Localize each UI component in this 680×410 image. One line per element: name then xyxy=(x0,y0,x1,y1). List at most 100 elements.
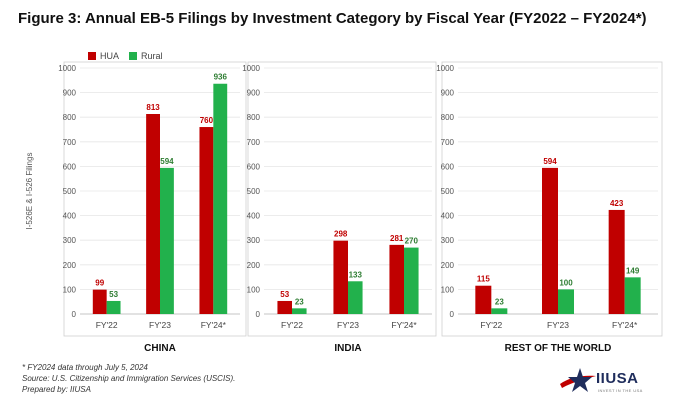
data-label-china-hua-fy-23: 813 xyxy=(146,103,160,112)
y-tick-label-rest-of-the-world-300: 300 xyxy=(441,236,455,245)
data-label-china-rural-fy-22: 53 xyxy=(109,290,118,299)
y-tick-label-china-100: 100 xyxy=(63,285,77,294)
data-label-china-hua-fy-22: 99 xyxy=(95,279,104,288)
y-tick-label-india-0: 0 xyxy=(256,310,261,319)
chart-title: Figure 3: Annual EB-5 Filings by Investm… xyxy=(18,10,647,27)
x-tick-label-china-fy-23: FY'23 xyxy=(149,320,171,330)
panel-title-china: CHINA xyxy=(144,343,176,354)
logo-star-icon xyxy=(560,368,596,392)
logo-name: IIUSA xyxy=(596,370,639,387)
data-label-rest-of-the-world-rural-fy-24: 149 xyxy=(626,266,640,275)
y-tick-label-rest-of-the-world-900: 900 xyxy=(441,89,455,98)
iiusa-logo: IIUSA INVEST IN THE USA xyxy=(558,364,668,400)
panel-india: 0 100 200 300 400 500 600 700 800 900 1000 53 23 FY'2… xyxy=(242,60,438,356)
y-tick-label-rest-of-the-world-0: 0 xyxy=(450,310,455,319)
legend: HUA Rural xyxy=(88,51,163,61)
footnote-source: Source: U.S. Citizenship and Immigration… xyxy=(22,374,236,383)
y-tick-label-india-600: 600 xyxy=(247,162,261,171)
y-tick-label-india-100: 100 xyxy=(247,285,261,294)
y-tick-label-india-700: 700 xyxy=(247,138,261,147)
panel-rest-of-world: 0 100 200 300 400 500 600 700 800 900 1000 115 23 FY'… xyxy=(436,60,664,356)
bar-rest-of-the-world-rural-fy-23 xyxy=(558,289,574,314)
data-label-rest-of-the-world-rural-fy-22: 23 xyxy=(495,297,504,306)
bar-india-rural-fy-23 xyxy=(348,281,363,314)
data-label-rest-of-the-world-hua-fy-23: 594 xyxy=(543,157,557,166)
bar-china-rural-fy-24 xyxy=(213,83,228,314)
y-tick-label-china-200: 200 xyxy=(63,261,77,270)
y-tick-label-rest-of-the-world-500: 500 xyxy=(441,187,455,196)
y-tick-label-china-900: 900 xyxy=(63,89,77,98)
x-tick-label-rest-of-the-world-fy-23: FY'23 xyxy=(547,320,569,330)
y-tick-label-china-1000: 1000 xyxy=(58,64,76,73)
footnote-prepared: Prepared by: IIUSA xyxy=(22,385,91,394)
y-tick-label-rest-of-the-world-100: 100 xyxy=(441,285,455,294)
y-tick-label-china-700: 700 xyxy=(63,138,77,147)
y-tick-label-rest-of-the-world-400: 400 xyxy=(441,212,455,221)
data-label-india-rural-fy-23: 133 xyxy=(349,270,363,279)
bar-rest-of-the-world-hua-fy-24 xyxy=(608,209,625,314)
x-tick-label-china-fy-24: FY'24* xyxy=(201,320,227,330)
y-tick-label-china-800: 800 xyxy=(63,113,77,122)
data-label-china-rural-fy-23: 594 xyxy=(160,157,174,166)
chart-rest-of-world: 0 100 200 300 400 500 600 700 800 900 1000 115 23 FY'… xyxy=(436,61,663,354)
x-tick-label-india-fy-24: FY'24* xyxy=(391,320,417,330)
data-label-india-hua-fy-22: 53 xyxy=(280,290,289,299)
data-label-india-hua-fy-24: 281 xyxy=(390,234,404,243)
chart-india: 0 100 200 300 400 500 600 700 800 900 1000 53 23 FY'2… xyxy=(242,61,437,354)
data-label-india-rural-fy-24: 270 xyxy=(405,237,419,246)
bar-india-hua-fy-24 xyxy=(389,244,404,314)
panel-title-india: INDIA xyxy=(334,343,361,354)
bar-china-hua-fy-23 xyxy=(146,114,160,314)
data-label-china-hua-fy-24: 760 xyxy=(200,116,214,125)
y-axis-label-china: I-526E & I-526 Filings xyxy=(25,153,34,230)
bar-china-rural-fy-23 xyxy=(160,167,174,314)
legend-swatch-hua xyxy=(88,52,96,60)
y-tick-label-india-500: 500 xyxy=(247,187,261,196)
y-tick-label-china-0: 0 xyxy=(72,310,77,319)
y-tick-label-india-1000: 1000 xyxy=(242,64,260,73)
legend-label-rural: Rural xyxy=(141,51,163,61)
x-tick-label-india-fy-22: FY'22 xyxy=(281,320,303,330)
bar-india-rural-fy-22 xyxy=(292,308,307,314)
bar-rest-of-the-world-rural-fy-24 xyxy=(624,277,641,314)
y-tick-label-rest-of-the-world-600: 600 xyxy=(441,162,455,171)
y-tick-label-china-400: 400 xyxy=(63,212,77,221)
y-tick-label-china-500: 500 xyxy=(63,187,77,196)
panel-title-rest-of-the-world: REST OF THE WORLD xyxy=(505,343,612,354)
y-tick-label-china-300: 300 xyxy=(63,236,77,245)
bar-china-hua-fy-22 xyxy=(92,289,107,314)
legend-item-hua: HUA xyxy=(88,51,119,61)
y-tick-label-india-200: 200 xyxy=(247,261,261,270)
data-label-china-rural-fy-24: 936 xyxy=(214,73,228,82)
y-tick-label-rest-of-the-world-700: 700 xyxy=(441,138,455,147)
chart-china: 0 100 200 300 400 500 600 700 800 900 1000 I-526E &… xyxy=(25,61,247,354)
legend-swatch-rural xyxy=(129,52,138,60)
y-tick-label-india-800: 800 xyxy=(247,113,261,122)
y-tick-label-india-900: 900 xyxy=(247,89,261,98)
y-tick-label-rest-of-the-world-1000: 1000 xyxy=(436,64,454,73)
panel-china: 0 100 200 300 400 500 600 700 800 900 1000 I-526E &… xyxy=(20,60,248,356)
bar-rest-of-the-world-rural-fy-22 xyxy=(491,308,508,314)
bar-china-hua-fy-24 xyxy=(199,127,214,314)
data-label-rest-of-the-world-hua-fy-22: 115 xyxy=(477,275,490,284)
y-tick-label-rest-of-the-world-200: 200 xyxy=(441,261,455,270)
bar-china-rural-fy-22 xyxy=(106,300,121,314)
y-tick-label-china-600: 600 xyxy=(63,162,77,171)
y-tick-label-india-400: 400 xyxy=(247,212,261,221)
y-tick-label-rest-of-the-world-800: 800 xyxy=(441,113,455,122)
legend-item-rural: Rural xyxy=(129,51,163,61)
x-tick-label-rest-of-the-world-fy-22: FY'22 xyxy=(480,320,502,330)
footnote-fy2024: * FY2024 data through July 5, 2024 xyxy=(22,363,148,372)
x-tick-label-china-fy-22: FY'22 xyxy=(96,320,118,330)
data-label-rest-of-the-world-hua-fy-24: 423 xyxy=(610,199,624,208)
bar-india-hua-fy-22 xyxy=(277,300,292,314)
bar-india-rural-fy-24 xyxy=(404,247,419,314)
bar-rest-of-the-world-hua-fy-23 xyxy=(542,167,558,314)
y-tick-label-india-300: 300 xyxy=(247,236,261,245)
bar-rest-of-the-world-hua-fy-22 xyxy=(475,285,492,314)
legend-label-hua: HUA xyxy=(100,51,120,61)
data-label-india-hua-fy-23: 298 xyxy=(334,230,348,239)
x-tick-label-india-fy-23: FY'23 xyxy=(337,320,359,330)
x-tick-label-rest-of-the-world-fy-24: FY'24* xyxy=(612,320,638,330)
footnotes: * FY2024 data through July 5, 2024 Sourc… xyxy=(22,362,235,395)
